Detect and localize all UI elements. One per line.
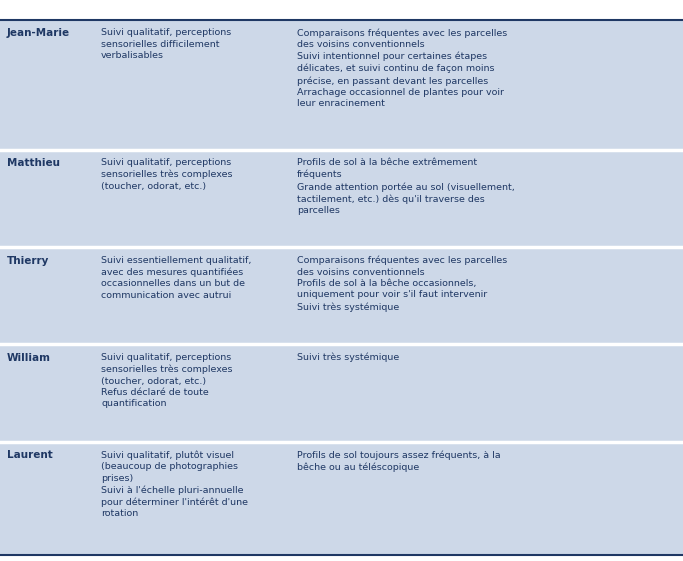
Text: Profils de sol toujours assez fréquents, à la
bêche ou au téléscopique: Profils de sol toujours assez fréquents,…: [297, 450, 501, 472]
Text: Suivi très systémique: Suivi très systémique: [297, 353, 400, 362]
Text: Jean-Marie: Jean-Marie: [7, 28, 70, 38]
Bar: [0, 20, 683, 150]
Text: Comparaisons fréquentes avec les parcelles
des voisins conventionnels
Profils de: Comparaisons fréquentes avec les parcell…: [297, 256, 507, 311]
Text: Comparaisons fréquentes avec les parcelles
des voisins conventionnels
Suivi inte: Comparaisons fréquentes avec les parcell…: [297, 28, 507, 108]
Bar: [0, 442, 683, 555]
Text: Matthieu: Matthieu: [7, 158, 60, 168]
Text: Thierry: Thierry: [7, 256, 49, 266]
Bar: [0, 344, 683, 442]
Text: Suivi essentiellement qualitatif,
avec des mesures quantifiées
occasionnelles da: Suivi essentiellement qualitatif, avec d…: [101, 256, 251, 300]
Text: Suivi qualitatif, plutôt visuel
(beaucoup de photographies
prises)
Suivi à l'éch: Suivi qualitatif, plutôt visuel (beaucou…: [101, 450, 248, 518]
Text: Suivi qualitatif, perceptions
sensorielles très complexes
(toucher, odorat, etc.: Suivi qualitatif, perceptions sensoriell…: [101, 158, 233, 191]
Bar: [0, 247, 683, 344]
Bar: [0, 150, 683, 247]
Text: Profils de sol à la bêche extrêmement
fréquents
Grande attention portée au sol (: Profils de sol à la bêche extrêmement fr…: [297, 158, 515, 215]
Text: Laurent: Laurent: [7, 450, 53, 461]
Text: Suivi qualitatif, perceptions
sensorielles difficilement
verbalisables: Suivi qualitatif, perceptions sensoriell…: [101, 28, 232, 60]
Text: Suivi qualitatif, perceptions
sensorielles très complexes
(toucher, odorat, etc.: Suivi qualitatif, perceptions sensoriell…: [101, 353, 233, 408]
Text: William: William: [7, 353, 51, 363]
